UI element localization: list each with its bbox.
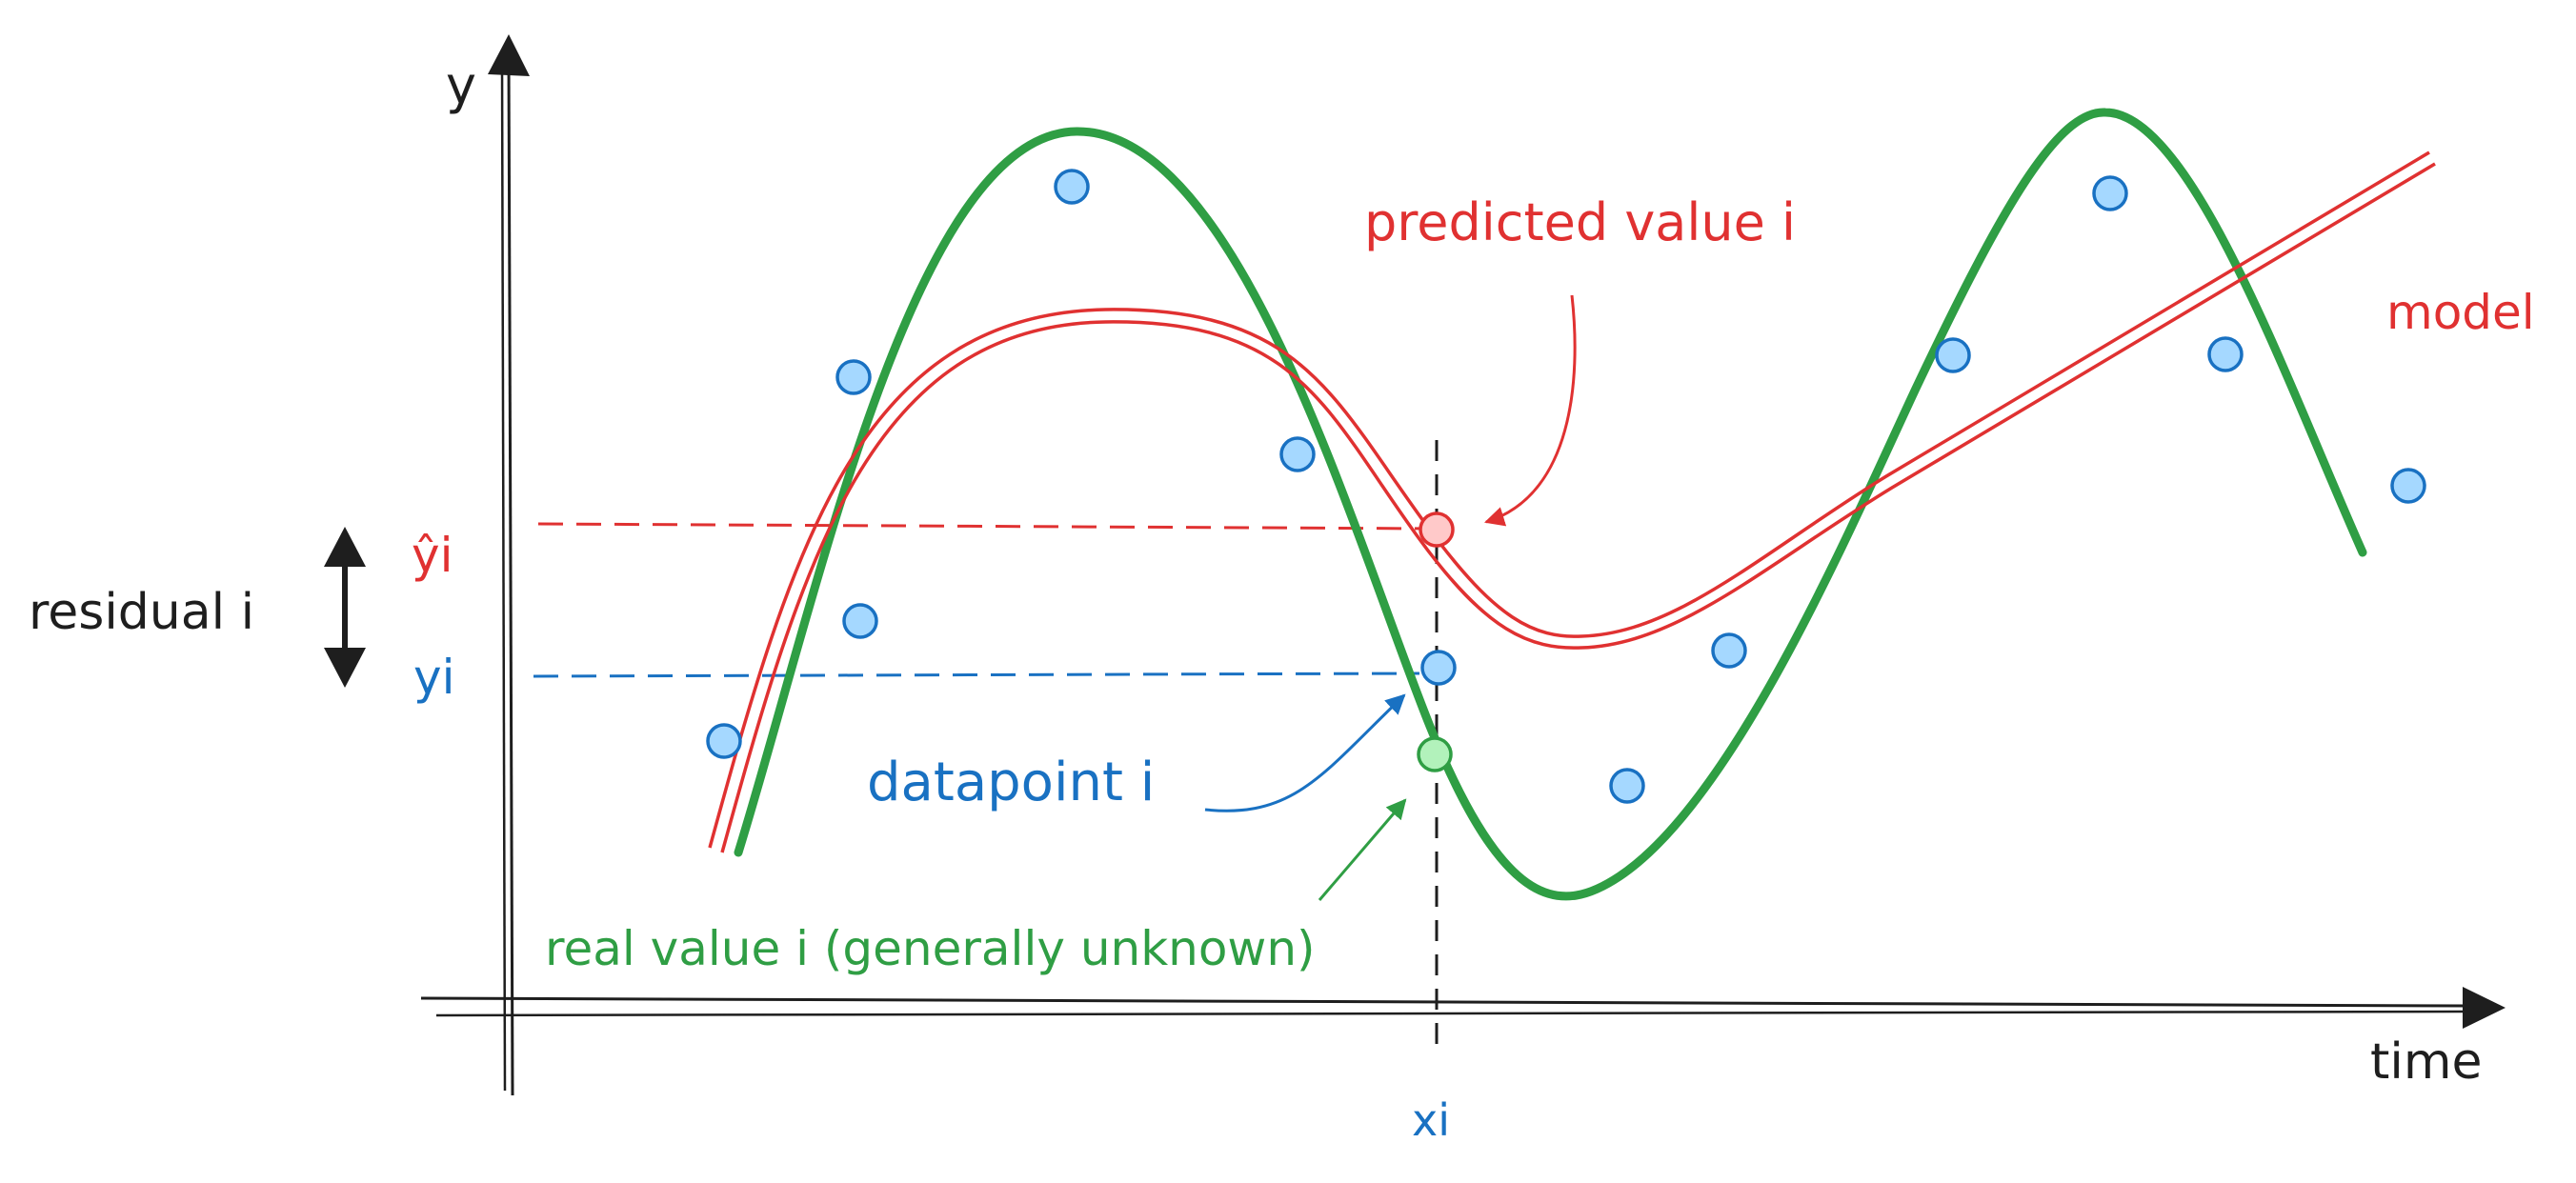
real-value-curve xyxy=(734,108,2367,901)
datapoint xyxy=(2207,336,2244,372)
x-axis-arrowhead xyxy=(2463,987,2506,1029)
x-axis-label: time xyxy=(2370,1033,2482,1091)
model-label: model xyxy=(2386,285,2535,340)
y-axis-arrowhead xyxy=(488,34,530,76)
x-i-label: xi xyxy=(1412,1094,1450,1146)
datapoint-arrow xyxy=(1204,693,1406,812)
real-value-arrow xyxy=(1318,798,1407,901)
real-point xyxy=(1417,736,1453,772)
datapoint xyxy=(706,723,742,759)
datapoint-i xyxy=(1420,650,1457,686)
residual-arrow xyxy=(324,527,366,688)
datapoint xyxy=(1279,436,1316,472)
y-hat-guide-line xyxy=(537,522,1435,531)
datapoint xyxy=(1054,169,1090,205)
datapoint xyxy=(835,359,872,395)
y-i-label: yi xyxy=(413,650,454,705)
datapoint xyxy=(842,603,878,639)
model-curve xyxy=(708,150,2436,853)
real-value-label: real value i (generally unknown) xyxy=(545,921,1316,976)
predicted-value-arrow xyxy=(1483,294,1577,527)
datapoint xyxy=(1711,632,1747,669)
datapoints xyxy=(706,169,2426,804)
predicted-value-label: predicted value i xyxy=(1364,192,1796,252)
datapoint xyxy=(2390,468,2426,504)
y-axis-label: y xyxy=(446,55,476,115)
x-axis xyxy=(420,987,2506,1029)
predicted-point xyxy=(1419,511,1455,548)
residual-label: residual i xyxy=(29,584,254,641)
datapoint xyxy=(1935,337,1971,373)
y-hat-label: ŷi xyxy=(412,528,453,583)
y-i-guide-line xyxy=(533,672,1420,678)
datapoint xyxy=(1609,768,1645,804)
datapoint-label: datapoint i xyxy=(867,752,1155,813)
datapoint xyxy=(2092,175,2128,211)
y-axis xyxy=(488,34,530,1096)
